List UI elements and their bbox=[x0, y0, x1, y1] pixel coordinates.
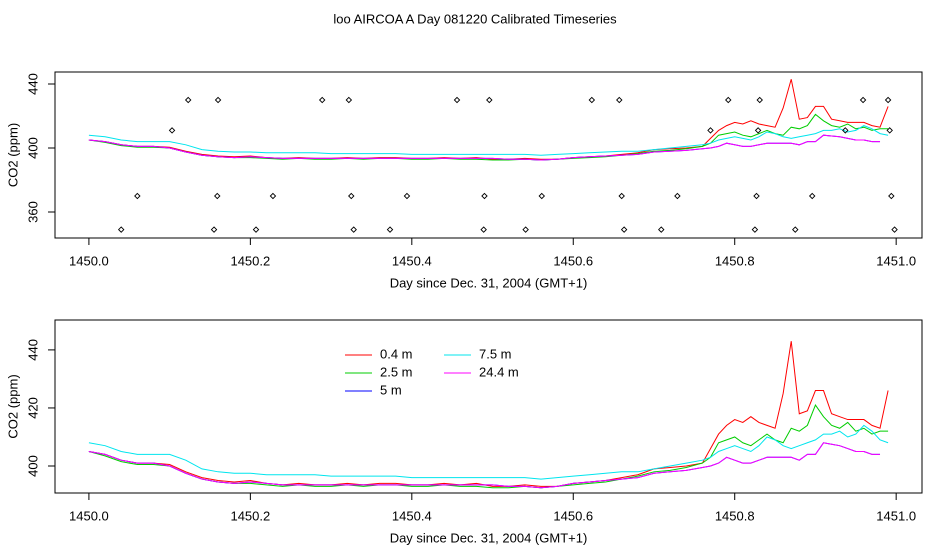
y-tick-label: 360 bbox=[25, 201, 40, 223]
data-point bbox=[888, 192, 895, 200]
data-point bbox=[252, 226, 260, 233]
data-point bbox=[674, 192, 681, 200]
y-tick-label: 400 bbox=[25, 455, 40, 477]
x-tick-label: 1450.4 bbox=[392, 253, 432, 268]
data-point bbox=[481, 192, 488, 200]
data-point bbox=[725, 96, 732, 104]
series-line bbox=[88, 125, 889, 156]
x-tick-label: 1450.2 bbox=[230, 253, 270, 268]
data-point bbox=[403, 192, 411, 200]
data-point bbox=[486, 96, 493, 104]
legend-label: 2.5 m bbox=[380, 364, 413, 379]
data-point bbox=[117, 226, 125, 233]
data-point bbox=[214, 192, 221, 200]
y-tick-label: 420 bbox=[25, 397, 40, 419]
x-tick-label: 1450.6 bbox=[553, 508, 593, 523]
x-axis-label: Day since Dec. 31, 2004 (GMT+1) bbox=[390, 530, 588, 545]
plot-frame bbox=[54, 71, 923, 239]
data-point bbox=[792, 226, 799, 233]
plot-frame bbox=[54, 319, 923, 494]
data-point bbox=[134, 192, 141, 200]
data-point bbox=[808, 192, 816, 200]
x-tick-label: 1451.0 bbox=[876, 508, 916, 523]
series-line bbox=[88, 113, 889, 161]
data-point bbox=[214, 96, 222, 104]
legend-label: 5 m bbox=[380, 382, 402, 397]
data-point bbox=[588, 96, 596, 104]
data-point bbox=[453, 96, 461, 104]
data-point bbox=[168, 127, 176, 134]
data-point bbox=[751, 226, 759, 233]
data-point bbox=[350, 226, 357, 233]
data-point bbox=[618, 192, 625, 200]
data-point bbox=[754, 127, 762, 134]
data-point bbox=[480, 226, 487, 233]
y-tick-label: 400 bbox=[25, 137, 40, 159]
data-point bbox=[886, 127, 893, 134]
data-point bbox=[884, 96, 892, 104]
data-point bbox=[842, 127, 849, 134]
y-tick-label: 440 bbox=[25, 73, 40, 95]
series-line bbox=[88, 442, 881, 489]
data-point bbox=[753, 192, 760, 200]
data-point bbox=[756, 96, 763, 104]
data-point bbox=[318, 96, 326, 104]
data-point bbox=[616, 96, 623, 104]
data-point bbox=[345, 96, 353, 104]
x-tick-label: 1450.6 bbox=[553, 253, 593, 268]
x-tick-label: 1450.0 bbox=[69, 253, 109, 268]
series-line bbox=[88, 403, 889, 489]
x-tick-label: 1451.0 bbox=[876, 253, 916, 268]
x-tick-label: 1450.2 bbox=[230, 508, 270, 523]
x-tick-label: 1450.0 bbox=[69, 508, 109, 523]
data-point bbox=[269, 192, 277, 200]
y-axis-label: CO2 (ppm) bbox=[5, 123, 20, 187]
x-axis-label: Day since Dec. 31, 2004 (GMT+1) bbox=[390, 275, 588, 290]
chart-title: loo AIRCOA A Day 081220 Calibrated Times… bbox=[333, 11, 617, 26]
data-point bbox=[891, 226, 898, 233]
data-point bbox=[210, 226, 218, 233]
series-line bbox=[88, 134, 881, 161]
x-tick-label: 1450.8 bbox=[715, 508, 755, 523]
series-line bbox=[88, 424, 889, 480]
data-point bbox=[522, 226, 529, 233]
data-point bbox=[538, 192, 546, 200]
data-point bbox=[707, 127, 714, 134]
data-point bbox=[620, 226, 628, 233]
data-point bbox=[348, 192, 355, 200]
y-axis-label: CO2 (ppm) bbox=[5, 374, 20, 438]
x-tick-label: 1450.4 bbox=[392, 508, 432, 523]
data-point bbox=[386, 226, 394, 233]
x-tick-label: 1450.8 bbox=[715, 253, 755, 268]
data-point bbox=[184, 96, 192, 104]
legend-label: 7.5 m bbox=[479, 346, 512, 361]
legend-label: 0.4 m bbox=[380, 346, 413, 361]
data-point bbox=[658, 226, 665, 233]
legend-label: 24.4 m bbox=[479, 364, 519, 379]
y-tick-label: 440 bbox=[25, 339, 40, 361]
data-point bbox=[859, 96, 867, 104]
